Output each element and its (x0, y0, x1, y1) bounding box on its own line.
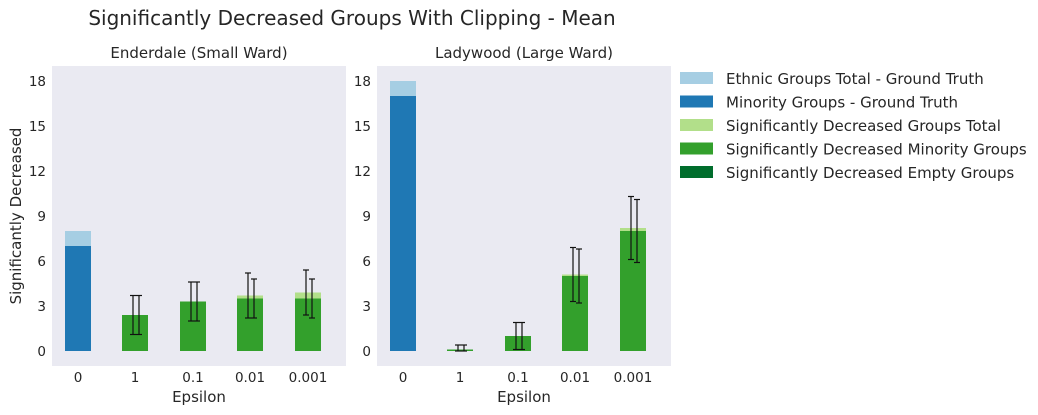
panel-2-ytick-label: 6 (362, 254, 371, 270)
panel-2-xtick-label: 0 (399, 370, 408, 386)
error-bar-decreased-minority (309, 278, 315, 319)
legend-swatch (680, 166, 713, 178)
panel-1-xtick-label: 0.01 (235, 370, 265, 386)
error-bar-decreased-total (245, 272, 251, 319)
error-bar-decreased-minority (519, 321, 525, 351)
panel-1-ytick-label: 6 (37, 254, 46, 270)
y-axis-label: Significantly Decreased (7, 128, 25, 305)
bar-minority-ground-truth (390, 96, 416, 351)
panel-2-xtick-label: 0.1 (507, 370, 528, 386)
bar-decreased-minority (237, 298, 263, 351)
legend-label: Significantly Decreased Minority Groups (726, 141, 1027, 159)
legend-label: Significantly Decreased Empty Groups (726, 164, 1014, 182)
error-bar-decreased-minority (251, 278, 257, 319)
panel-2-ytick-label: 12 (354, 164, 371, 180)
error-bar-decreased-total (188, 281, 194, 322)
panel-2-ytick-label: 15 (354, 119, 371, 135)
panel-1-ytick-label: 12 (29, 164, 46, 180)
error-bar-decreased-total (513, 321, 519, 351)
legend-swatch (680, 142, 713, 155)
chart-title: Significantly Decreased Groups With Clip… (88, 6, 615, 30)
panel-1-xtick-label: 0.001 (289, 370, 328, 386)
panel-1-ytick-label: 18 (29, 74, 46, 90)
error-bar-decreased-minority (634, 198, 640, 264)
panel-1-ytick-label: 3 (37, 299, 46, 315)
error-bar-decreased-minority (461, 344, 467, 352)
legend: Ethnic Groups Total - Ground Truth Minori… (680, 70, 1027, 182)
bar-minority-ground-truth (65, 246, 91, 351)
panel-1-ytick-label: 9 (37, 209, 46, 225)
bar-decreased-minority (295, 298, 321, 351)
error-bar-decreased-total (455, 344, 461, 352)
panel-1-ytick-label: 15 (29, 119, 46, 135)
panel-1-xtick-label: 1 (131, 370, 140, 386)
panel-2-xtick-label: 0.01 (560, 370, 590, 386)
error-bar-decreased-minority (136, 294, 142, 336)
panel-2-ytick-label: 3 (362, 299, 371, 315)
bar-decreased-minority (505, 336, 531, 351)
legend-swatch (680, 95, 713, 108)
error-bar-decreased-minority (576, 248, 582, 304)
panel-2-ytick-label: 0 (362, 344, 371, 360)
panel-2-ytick-label: 9 (362, 209, 371, 225)
panel-2-subtitle: Ladywood (Large Ward) (435, 44, 613, 62)
panel-1-xtick-label: 0 (74, 370, 83, 386)
bar-decreased-minority (180, 301, 206, 351)
legend-label: Significantly Decreased Groups Total (726, 117, 1001, 135)
panel-1-subtitle: Enderdale (Small Ward) (110, 44, 287, 62)
bar-decreased-minority (562, 276, 588, 351)
panel-2-xtick-label: 0.001 (614, 370, 653, 386)
panel-2-xlabel: Epsilon (497, 388, 551, 406)
panel-2-xtick-label: 1 (456, 370, 465, 386)
panel-1-xtick-label: 0.1 (182, 370, 203, 386)
panel-2-ytick-label: 18 (354, 74, 371, 90)
error-bar-decreased-total (130, 294, 136, 336)
panel-1-ytick-label: 0 (37, 344, 46, 360)
error-bar-decreased-total (303, 269, 309, 316)
bar-decreased-minority (122, 315, 148, 351)
legend-swatch (680, 72, 713, 84)
legend-label: Ethnic Groups Total - Ground Truth (726, 70, 984, 88)
error-bar-decreased-total (628, 195, 634, 261)
error-bar-decreased-minority (194, 281, 200, 322)
bar-decreased-minority (620, 231, 646, 351)
panel-1-xlabel: Epsilon (172, 388, 226, 406)
legend-swatch (680, 119, 713, 131)
error-bar-decreased-total (570, 246, 576, 303)
bar-decreased-minority (447, 349, 473, 351)
legend-label: Minority Groups - Ground Truth (726, 94, 958, 112)
